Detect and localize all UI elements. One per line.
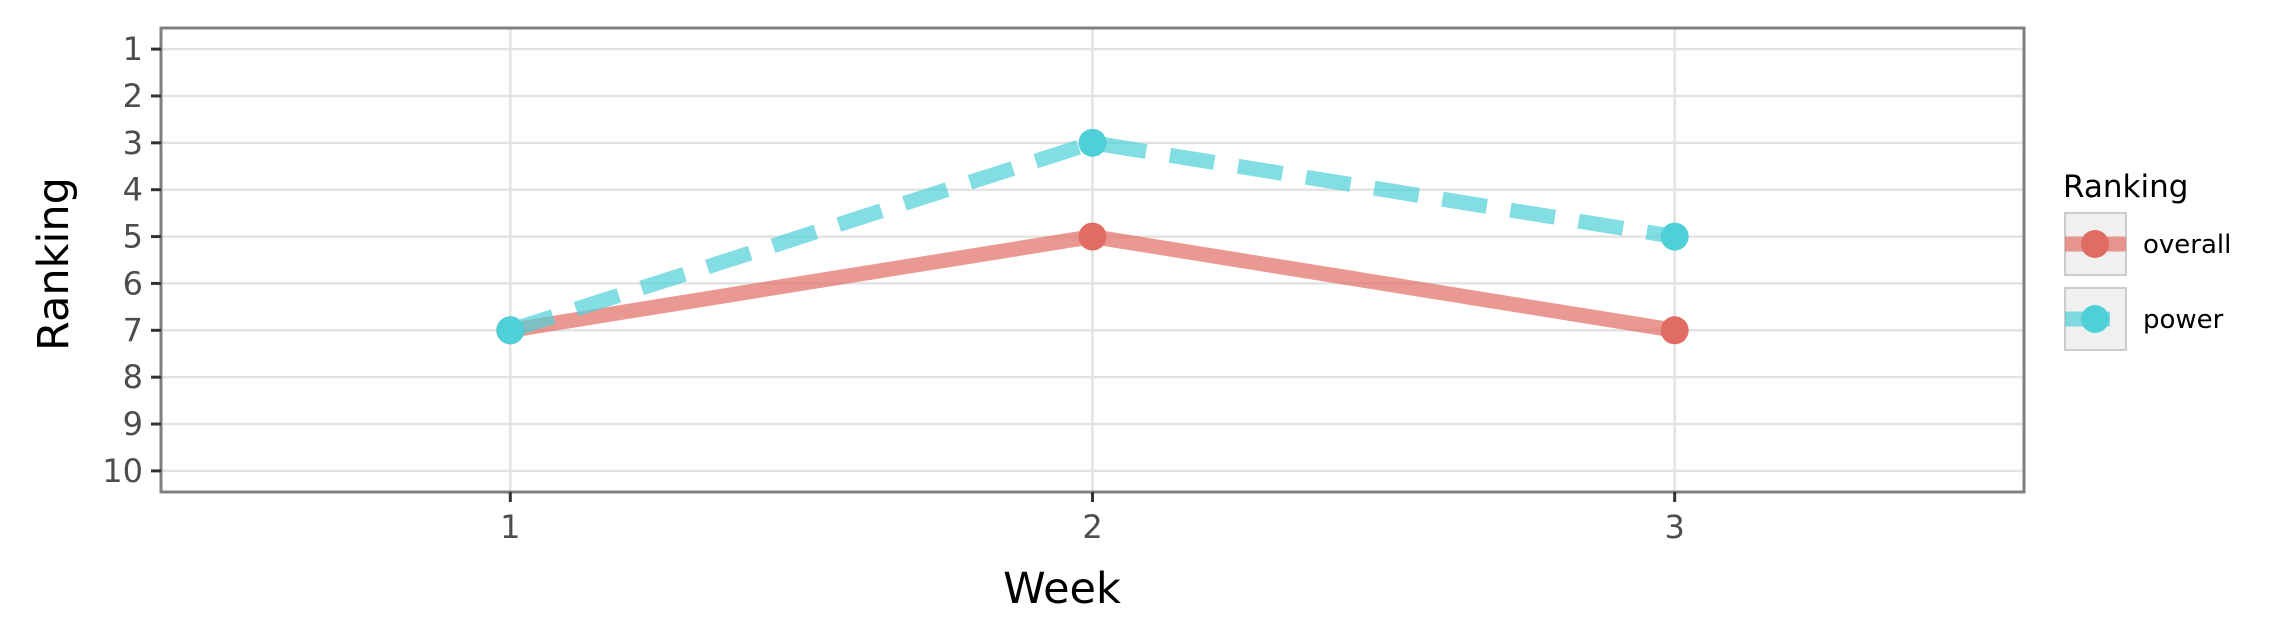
- x-axis: 1 2 3: [500, 492, 1685, 546]
- y-tick-label: 3: [123, 124, 143, 162]
- data-point-power: [1078, 128, 1107, 157]
- y-tick-label: 2: [123, 77, 143, 115]
- data-point-power: [496, 316, 525, 345]
- legend: Ranking overall power: [2063, 169, 2231, 351]
- x-tick-label: 2: [1082, 508, 1102, 546]
- x-tick-label: 1: [500, 508, 520, 546]
- y-axis-title: Ranking: [29, 177, 79, 351]
- y-tick-label: 10: [102, 452, 143, 490]
- legend-marker-overall: [2081, 230, 2109, 258]
- y-tick-label: 5: [123, 218, 143, 256]
- data-point-overall: [1078, 222, 1107, 251]
- y-axis: 1 2 3 4 5 6 7 8 9 10: [102, 30, 161, 490]
- legend-item-power: power: [2064, 287, 2224, 351]
- y-tick-label: 7: [123, 311, 143, 349]
- y-tick-label: 8: [123, 358, 143, 396]
- legend-label-power: power: [2143, 305, 2224, 335]
- legend-label-overall: overall: [2143, 230, 2231, 260]
- y-tick-label: 1: [123, 30, 143, 68]
- data-point-overall: [1660, 316, 1689, 345]
- y-tick-label: 9: [123, 405, 143, 443]
- x-axis-title: Week: [1003, 564, 1121, 614]
- y-tick-label: 6: [123, 264, 143, 302]
- series-line-power: [508, 135, 1676, 338]
- data-point-power: [1660, 222, 1689, 251]
- series-points: [496, 128, 1689, 345]
- legend-item-overall: overall: [2064, 212, 2231, 276]
- legend-title: Ranking: [2063, 169, 2188, 205]
- x-tick-label: 3: [1665, 508, 1685, 546]
- y-tick-label: 4: [123, 171, 143, 209]
- legend-marker-power: [2081, 305, 2109, 333]
